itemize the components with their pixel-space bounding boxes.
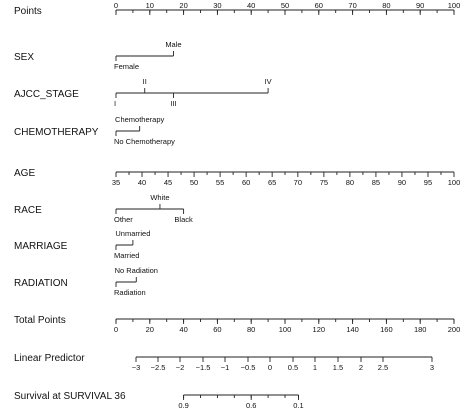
linear-predictor-tick-label: 2.5 <box>378 363 388 372</box>
points-tick-label: 80 <box>382 1 390 10</box>
linear-predictor-tick-label: 3 <box>430 363 434 372</box>
total-points-tick-label: 180 <box>414 325 427 334</box>
points-tick-label: 60 <box>315 1 323 10</box>
sex-level-male: Male <box>165 40 181 49</box>
row-label-radiation: RADIATION <box>14 278 68 289</box>
points-tick-label: 100 <box>448 1 461 10</box>
points-tick-label: 50 <box>281 1 289 10</box>
age-tick-label: 35 <box>112 178 120 187</box>
row-label-total-points: Total Points <box>14 315 66 326</box>
ajcc-stage-level-ii: II <box>143 77 147 86</box>
radiation-level-no-radiation: No Radiation <box>115 266 158 275</box>
survival-at-survival-36-tick-label: 0.9 <box>178 401 188 410</box>
ajcc-stage-level-i: I <box>114 99 116 108</box>
linear-predictor-tick-label: 1 <box>313 363 317 372</box>
age-tick-label: 80 <box>346 178 354 187</box>
age-tick-label: 70 <box>294 178 302 187</box>
age-tick-label: 40 <box>138 178 146 187</box>
marriage-level-married: Married <box>114 251 139 260</box>
chemotherapy-level-no-chemotherapy: No Chemotherapy <box>114 137 175 146</box>
race-level-white: White <box>150 193 169 202</box>
linear-predictor-tick-label: −2.5 <box>151 363 166 372</box>
row-label-points: Points <box>14 6 42 17</box>
row-label-race: RACE <box>14 205 42 216</box>
age-tick-label: 65 <box>268 178 276 187</box>
linear-predictor-tick-label: 2 <box>359 363 363 372</box>
total-points-tick-label: 100 <box>279 325 292 334</box>
radiation-level-radiation: Radiation <box>114 288 146 297</box>
row-label-chemotherapy: CHEMOTHERAPY <box>14 127 99 138</box>
survival-at-survival-36-tick-label: 0.6 <box>246 401 256 410</box>
total-points-tick-label: 60 <box>213 325 221 334</box>
points-tick-label: 10 <box>146 1 154 10</box>
age-tick-label: 45 <box>164 178 172 187</box>
age-tick-label: 85 <box>372 178 380 187</box>
age-tick-label: 100 <box>448 178 461 187</box>
points-tick-label: 40 <box>247 1 255 10</box>
row-label-sex: SEX <box>14 52 34 63</box>
row-label-marriage: MARRIAGE <box>14 241 68 252</box>
ajcc-stage-level-iv: IV <box>265 77 272 86</box>
age-tick-label: 60 <box>242 178 250 187</box>
chemotherapy-level-chemotherapy: Chemotherapy <box>115 115 164 124</box>
total-points-tick-label: 120 <box>313 325 326 334</box>
linear-predictor-tick-label: −3 <box>132 363 141 372</box>
points-tick-label: 90 <box>416 1 424 10</box>
linear-predictor-tick-label: 1.5 <box>333 363 343 372</box>
row-label-ajcc-stage: AJCC_STAGE <box>14 89 79 100</box>
linear-predictor-tick-label: 0.5 <box>288 363 298 372</box>
age-tick-label: 95 <box>424 178 432 187</box>
total-points-tick-label: 160 <box>380 325 393 334</box>
age-tick-label: 50 <box>190 178 198 187</box>
total-points-tick-label: 20 <box>146 325 154 334</box>
total-points-tick-label: 80 <box>247 325 255 334</box>
race-level-other: Other <box>114 215 133 224</box>
row-label-linear-predictor: Linear Predictor <box>14 353 85 364</box>
survival-at-survival-36-tick-label: 0.1 <box>293 401 303 410</box>
row-label-age: AGE <box>14 168 35 179</box>
linear-predictor-tick-label: 0 <box>268 363 272 372</box>
row-label-survival-at-survival-36: Survival at SURVIVAL 36 <box>14 391 126 402</box>
age-tick-label: 55 <box>216 178 224 187</box>
sex-level-female: Female <box>114 62 139 71</box>
marriage-level-unmarried: Unmarried <box>115 229 150 238</box>
points-tick-label: 20 <box>179 1 187 10</box>
race-level-black: Black <box>174 215 193 224</box>
points-tick-label: 0 <box>114 1 118 10</box>
linear-predictor-tick-label: −1 <box>221 363 230 372</box>
total-points-tick-label: 200 <box>448 325 461 334</box>
total-points-tick-label: 140 <box>346 325 359 334</box>
linear-predictor-tick-label: −2 <box>176 363 185 372</box>
total-points-tick-label: 40 <box>179 325 187 334</box>
total-points-tick-label: 0 <box>114 325 118 334</box>
linear-predictor-tick-label: −0.5 <box>241 363 256 372</box>
points-tick-label: 70 <box>348 1 356 10</box>
ajcc-stage-level-iii: III <box>170 99 176 108</box>
age-tick-label: 75 <box>320 178 328 187</box>
points-tick-label: 30 <box>213 1 221 10</box>
age-tick-label: 90 <box>398 178 406 187</box>
linear-predictor-tick-label: −1.5 <box>196 363 211 372</box>
